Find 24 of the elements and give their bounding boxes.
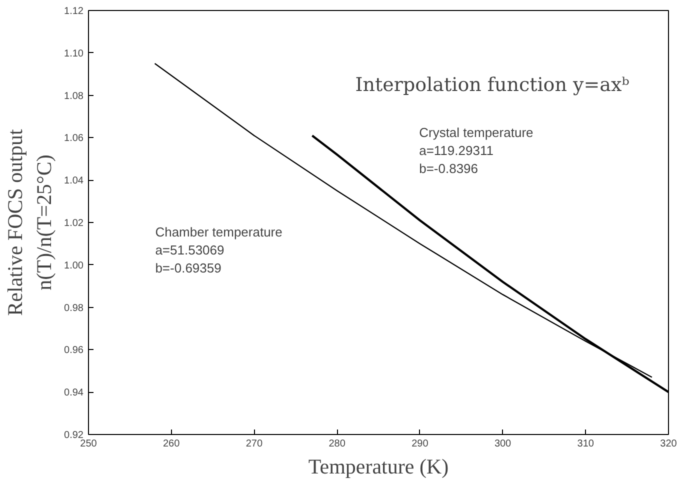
y-tick-label: 1.08 [64, 90, 84, 102]
y-tick-label: 1.00 [64, 260, 84, 272]
x-tick-label: 260 [163, 438, 180, 450]
x-tick-label: 250 [80, 438, 98, 450]
y-tick-label: 1.06 [64, 133, 84, 144]
annotation: Interpolation function y=axᵇ [355, 74, 630, 96]
y-tick-label: 1.04 [64, 176, 84, 187]
x-tick-label: 270 [246, 438, 263, 450]
x-tick-label: 300 [494, 438, 512, 450]
y-tick-label: 1.02 [64, 218, 84, 229]
y-tick-label: 0.98 [64, 302, 84, 314]
y-tick-label: 0.96 [64, 345, 84, 356]
annotation: Chamber temperature a=51.53069 b=-0.69359 [155, 224, 282, 276]
x-tick-label: 310 [577, 438, 594, 450]
x-tick-label: 290 [412, 438, 429, 450]
annotation: Crystal temperature a=119.29311 b=-0.8396 [419, 124, 534, 176]
y-axis-title: Relative FOCS output n(T)/n(T=25°C) [3, 129, 56, 316]
x-tick-label: 280 [328, 438, 346, 450]
y-tick-label: 1.10 [64, 48, 84, 60]
y-tick-label: 0.92 [64, 430, 84, 441]
x-axis-title: Temperature (K) [308, 454, 449, 478]
y-tick-label: 0.94 [64, 388, 84, 399]
x-tick-label: 320 [660, 438, 678, 450]
y-tick-label: 1.12 [64, 6, 84, 17]
